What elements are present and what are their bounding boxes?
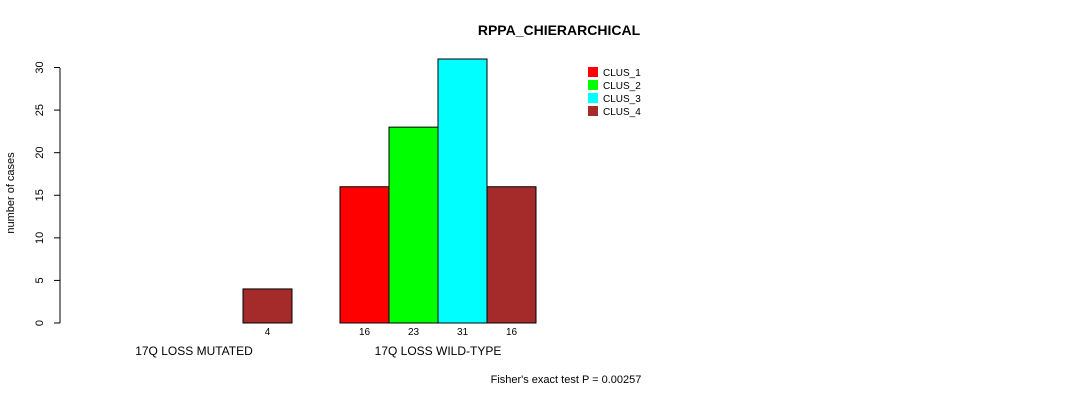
- bar-clus-4-2: [486, 186, 537, 324]
- legend-swatch: [588, 80, 598, 90]
- bar-value-label: 16: [359, 327, 371, 338]
- y-axis-label: number of cases: [5, 152, 17, 234]
- y-tick-label: 20: [34, 147, 46, 159]
- chart-title: RPPA_CHIERARCHICAL: [478, 22, 641, 38]
- fisher-test-footnote: Fisher's exact test P = 0.00257: [491, 374, 642, 386]
- y-tick-label: 15: [34, 189, 46, 201]
- y-tick-label: 30: [34, 61, 46, 73]
- y-tick-label: 10: [34, 232, 46, 244]
- y-tick-label: 0: [34, 320, 46, 326]
- legend-label: CLUS_2: [603, 81, 641, 92]
- bar-clus-3-2: [437, 58, 488, 324]
- legend-swatch: [588, 93, 598, 103]
- bar-value-label: 23: [408, 327, 420, 338]
- y-tick-label: 25: [34, 104, 46, 116]
- bars: [242, 58, 537, 324]
- bar-value-label: 4: [265, 327, 271, 338]
- bar-value-labels: 4 16 23 31 16: [265, 327, 518, 338]
- legend-label: CLUS_3: [603, 94, 641, 105]
- y-ticks: 0 5 10 15 20 25 30: [34, 61, 60, 326]
- bar-clus-1-2: [339, 186, 390, 324]
- category-labels: 17Q LOSS MUTATED 17Q LOSS WILD-TYPE: [135, 344, 501, 358]
- bar-clus-2-2: [388, 126, 439, 324]
- bar-value-label: 16: [506, 327, 518, 338]
- category-label: 17Q LOSS WILD-TYPE: [375, 344, 502, 358]
- category-label: 17Q LOSS MUTATED: [135, 344, 253, 358]
- bar-value-label: 31: [457, 327, 469, 338]
- bar-clus-4-1: [242, 288, 293, 324]
- legend-swatch: [588, 106, 598, 116]
- legend-label: CLUS_1: [603, 68, 641, 79]
- legend-label: CLUS_4: [603, 107, 641, 118]
- legend-swatch: [588, 67, 598, 77]
- y-tick-label: 5: [34, 277, 46, 283]
- legend: CLUS_1 CLUS_2 CLUS_3 CLUS_4: [588, 67, 641, 118]
